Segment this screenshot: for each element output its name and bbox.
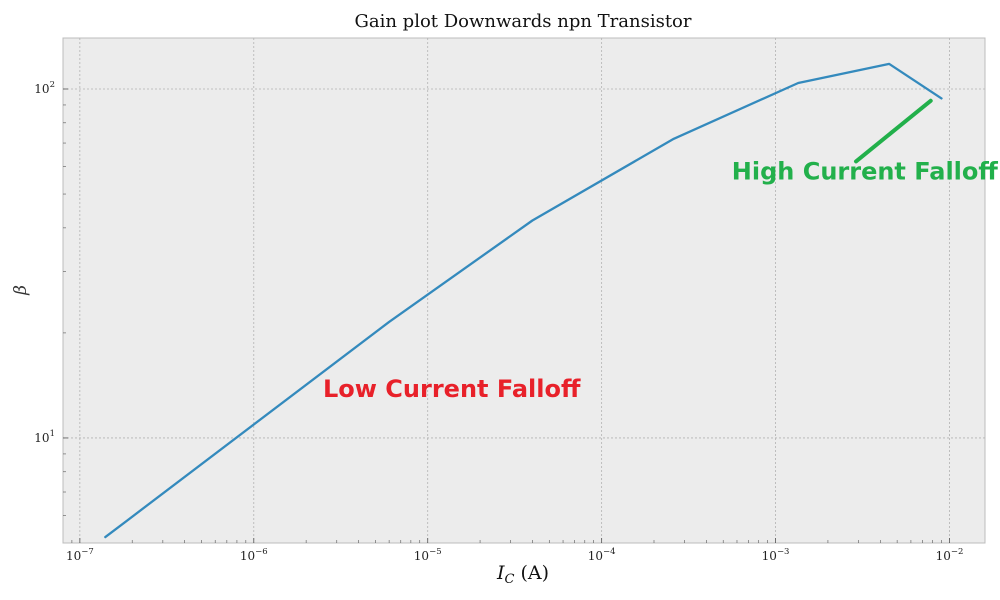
series-line xyxy=(104,62,943,539)
x-tick-label: 10−2 xyxy=(936,547,964,563)
grid xyxy=(63,38,985,543)
chart-title: Gain plot Downwards npn Transistor xyxy=(354,11,691,32)
x-tick-label: 10−5 xyxy=(414,547,442,563)
annotations: Low Current Falloff High Current Falloff xyxy=(323,98,999,403)
x-tick-label: 10−3 xyxy=(762,547,790,563)
y-tick-label: 101 xyxy=(34,429,55,445)
annotation-label: Low Current Falloff xyxy=(323,375,581,403)
x-tick-label: 10−7 xyxy=(66,547,94,563)
series-layer xyxy=(104,62,943,539)
annotation-label: High Current Falloff xyxy=(732,158,999,186)
annotation-marker-line xyxy=(854,98,933,164)
y-axis-label: β xyxy=(11,285,31,296)
y-tick-label: 102 xyxy=(34,80,55,96)
x-tick-label: 10−4 xyxy=(588,547,616,563)
x-axis-label: IC (A) xyxy=(496,562,549,587)
plot-area xyxy=(62,37,986,544)
x-tick-label: 10−6 xyxy=(240,547,268,563)
